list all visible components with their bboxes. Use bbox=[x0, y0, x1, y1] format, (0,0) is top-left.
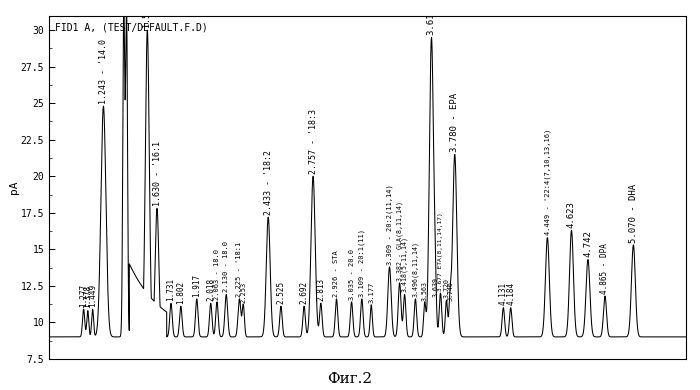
Text: 3.639: 3.639 bbox=[432, 277, 438, 297]
Text: 4.131: 4.131 bbox=[499, 282, 508, 305]
Text: 4.865 - DPA: 4.865 - DPA bbox=[601, 243, 610, 294]
Text: 2.253: 2.253 bbox=[240, 281, 246, 303]
Text: 3.780 - EPA: 3.780 - EPA bbox=[450, 93, 459, 152]
Text: 3.677 ETA(8,11,14,17): 3.677 ETA(8,11,14,17) bbox=[438, 212, 443, 291]
Text: 4.184: 4.184 bbox=[506, 282, 515, 305]
Text: 3.612 - ARA: 3.612 - ARA bbox=[427, 0, 436, 35]
Text: 3.563: 3.563 bbox=[421, 281, 428, 301]
Text: 2.225 - '18:1: 2.225 - '18:1 bbox=[237, 241, 242, 297]
Text: 1.243 - '14.0: 1.243 - '14.0 bbox=[99, 39, 108, 104]
Text: 2.757 - '18:3: 2.757 - '18:3 bbox=[309, 109, 318, 174]
Text: 3.496(8,11,14): 3.496(8,11,14) bbox=[412, 241, 419, 297]
Text: FID1 A, (TEST/DEFAULT.F.D): FID1 A, (TEST/DEFAULT.F.D) bbox=[55, 23, 208, 32]
Text: 3.382 - GLA(8,11,14): 3.382 - GLA(8,11,14) bbox=[396, 201, 403, 281]
Text: 3.418(5,11,14): 3.418(5,11,14) bbox=[401, 236, 408, 292]
Text: 1.917: 1.917 bbox=[193, 274, 202, 297]
Text: 1.802: 1.802 bbox=[176, 281, 186, 304]
Text: 5.070 - DHA: 5.070 - DHA bbox=[629, 184, 638, 243]
Text: 4.742: 4.742 bbox=[584, 230, 592, 257]
Text: 3.109 - 20:1(11): 3.109 - 20:1(11) bbox=[358, 229, 365, 297]
Text: 4.449 - '22:4(7,10,13,16): 4.449 - '22:4(7,10,13,16) bbox=[544, 129, 551, 236]
Text: 2.018: 2.018 bbox=[206, 278, 215, 301]
Text: 3.746: 3.746 bbox=[447, 281, 453, 301]
Text: 1.560 - '16:0: 1.560 - '16:0 bbox=[143, 0, 152, 28]
Text: 2.813: 2.813 bbox=[316, 278, 326, 301]
Text: 3.035 - 20.0: 3.035 - 20.0 bbox=[349, 249, 355, 300]
Text: 1.378: 1.378 bbox=[83, 285, 92, 308]
Text: 1.277: 1.277 bbox=[79, 284, 88, 307]
Text: 1.630 - '16:1: 1.630 - '16:1 bbox=[153, 141, 162, 206]
Text: 1.731: 1.731 bbox=[167, 278, 176, 301]
Text: 3.177: 3.177 bbox=[368, 281, 374, 303]
Text: 3.309 - 20:2(11,14): 3.309 - 20:2(11,14) bbox=[386, 184, 393, 264]
Text: 1.449: 1.449 bbox=[88, 284, 97, 307]
Text: 2.692: 2.692 bbox=[300, 281, 309, 304]
Text: 2.926 - STA: 2.926 - STA bbox=[333, 250, 340, 297]
Text: 3.720: 3.720 bbox=[443, 278, 449, 298]
Y-axis label: pA: pA bbox=[9, 181, 20, 194]
Text: 2.063 - 18.0: 2.063 - 18.0 bbox=[214, 249, 220, 300]
Text: 2.525: 2.525 bbox=[276, 281, 286, 304]
Text: Фиг.2: Фиг.2 bbox=[328, 372, 372, 386]
Text: 4.623: 4.623 bbox=[567, 201, 576, 228]
Text: 2.433 - '18:2: 2.433 - '18:2 bbox=[264, 150, 273, 215]
Text: 2.130 - 18.0: 2.130 - 18.0 bbox=[223, 241, 230, 292]
